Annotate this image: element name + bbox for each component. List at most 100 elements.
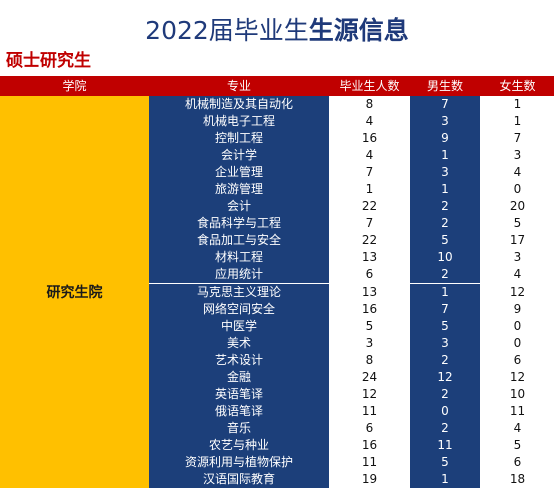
major-cell: 材料工程 [149, 249, 329, 267]
male-count-cell: 2 [410, 351, 480, 369]
male-count-cell: 12 [410, 368, 480, 386]
male-count-cell: 5 [410, 453, 480, 471]
female-count-cell: 0 [481, 334, 554, 352]
female-count-cell: 6 [481, 351, 554, 369]
table-row: 马克思主义理论 13 1 12 [149, 283, 554, 301]
female-count-cell: 0 [481, 317, 554, 335]
male-count-cell: 1 [410, 181, 480, 199]
table-row: 美术 3 3 0 [149, 334, 554, 352]
grad-count-cell: 13 [330, 283, 409, 301]
college-cell: 研究生院 [0, 96, 149, 488]
female-count-cell: 4 [481, 164, 554, 182]
table-row: 艺术设计 8 2 6 [149, 351, 554, 369]
male-count-cell: 7 [410, 96, 480, 114]
male-count-cell: 1 [410, 147, 480, 165]
grad-count-cell: 6 [330, 266, 409, 284]
female-count-cell: 4 [481, 266, 554, 284]
male-count-cell: 11 [410, 436, 480, 454]
table-header: 学院 专业 毕业生人数 男生数 女生数 [0, 76, 554, 96]
grad-count-cell: 4 [330, 147, 409, 165]
female-count-cell: 9 [481, 300, 554, 318]
male-count-cell: 5 [410, 317, 480, 335]
table-row: 机械制造及其自动化 8 7 1 [149, 96, 554, 114]
table-body: 机械制造及其自动化 8 7 1 机械电子工程 4 3 1 控制工程 16 9 7 会计学 4 1 3 企业管理 7… [149, 96, 554, 488]
table-row: 会计学 4 1 3 [149, 147, 554, 165]
grad-count-cell: 4 [330, 113, 409, 131]
grad-count-cell: 13 [330, 249, 409, 267]
major-cell: 企业管理 [149, 164, 329, 182]
college-name: 研究生院 [46, 285, 103, 301]
page-title-normal: 2022届毕业生 [145, 16, 309, 45]
male-count-cell: 3 [410, 164, 480, 182]
major-cell: 控制工程 [149, 130, 329, 148]
grad-count-cell: 22 [330, 232, 409, 250]
table-row: 会计 22 2 20 [149, 198, 554, 216]
major-cell: 马克思主义理论 [149, 283, 329, 301]
table-row: 控制工程 16 9 7 [149, 130, 554, 148]
major-cell: 农艺与种业 [149, 436, 329, 454]
male-count-cell: 2 [410, 198, 480, 216]
major-cell: 旅游管理 [149, 181, 329, 199]
grad-count-cell: 8 [330, 96, 409, 114]
major-cell: 金融 [149, 368, 329, 386]
male-count-cell: 2 [410, 266, 480, 284]
female-count-cell: 4 [481, 419, 554, 437]
female-count-cell: 3 [481, 147, 554, 165]
major-cell: 网络空间安全 [149, 300, 329, 318]
major-cell: 汉语国际教育 [149, 470, 329, 488]
table-row: 汉语国际教育 19 1 18 [149, 470, 554, 488]
male-count-cell: 3 [410, 334, 480, 352]
female-count-cell: 20 [481, 198, 554, 216]
male-count-cell: 2 [410, 419, 480, 437]
grad-count-cell: 12 [330, 385, 409, 403]
major-cell: 美术 [149, 334, 329, 352]
table-row: 旅游管理 1 1 0 [149, 181, 554, 199]
male-count-cell: 5 [410, 232, 480, 250]
page-title: 2022届毕业生生源信息 [0, 14, 554, 48]
grad-count-cell: 22 [330, 198, 409, 216]
table-row: 材料工程 13 10 3 [149, 249, 554, 267]
female-count-cell: 10 [481, 385, 554, 403]
grad-count-cell: 11 [330, 402, 409, 420]
female-count-cell: 12 [481, 368, 554, 386]
table-row: 中医学 5 5 0 [149, 317, 554, 335]
table-row: 农艺与种业 16 11 5 [149, 436, 554, 454]
female-count-cell: 3 [481, 249, 554, 267]
female-count-cell: 0 [481, 181, 554, 199]
table-row: 企业管理 7 3 4 [149, 164, 554, 182]
female-count-cell: 11 [481, 402, 554, 420]
major-cell: 食品科学与工程 [149, 215, 329, 233]
table-row: 应用统计 6 2 4 [149, 266, 554, 284]
major-cell: 英语笔译 [149, 385, 329, 403]
major-cell: 应用统计 [149, 266, 329, 284]
female-count-cell: 5 [481, 215, 554, 233]
grad-count-cell: 16 [330, 436, 409, 454]
female-count-cell: 18 [481, 470, 554, 488]
table-row: 机械电子工程 4 3 1 [149, 113, 554, 131]
major-cell: 中医学 [149, 317, 329, 335]
male-count-cell: 0 [410, 402, 480, 420]
major-cell: 机械制造及其自动化 [149, 96, 329, 114]
table-row: 食品加工与安全 22 5 17 [149, 232, 554, 250]
major-cell: 食品加工与安全 [149, 232, 329, 250]
female-count-cell: 1 [481, 96, 554, 114]
male-count-cell: 9 [410, 130, 480, 148]
table-row: 网络空间安全 16 7 9 [149, 300, 554, 318]
male-count-cell: 1 [410, 283, 480, 301]
table-row: 音乐 6 2 4 [149, 419, 554, 437]
major-cell: 机械电子工程 [149, 113, 329, 131]
major-cell: 会计学 [149, 147, 329, 165]
major-cell: 俄语笔译 [149, 402, 329, 420]
grad-count-cell: 6 [330, 419, 409, 437]
grad-count-cell: 16 [330, 130, 409, 148]
grad-count-cell: 3 [330, 334, 409, 352]
male-count-cell: 10 [410, 249, 480, 267]
major-cell: 会计 [149, 198, 329, 216]
male-count-cell: 7 [410, 300, 480, 318]
major-cell: 音乐 [149, 419, 329, 437]
major-cell: 资源利用与植物保护 [149, 453, 329, 471]
female-count-cell: 1 [481, 113, 554, 131]
header-major: 专业 [226, 79, 251, 93]
grad-count-cell: 24 [330, 368, 409, 386]
male-count-cell: 2 [410, 215, 480, 233]
